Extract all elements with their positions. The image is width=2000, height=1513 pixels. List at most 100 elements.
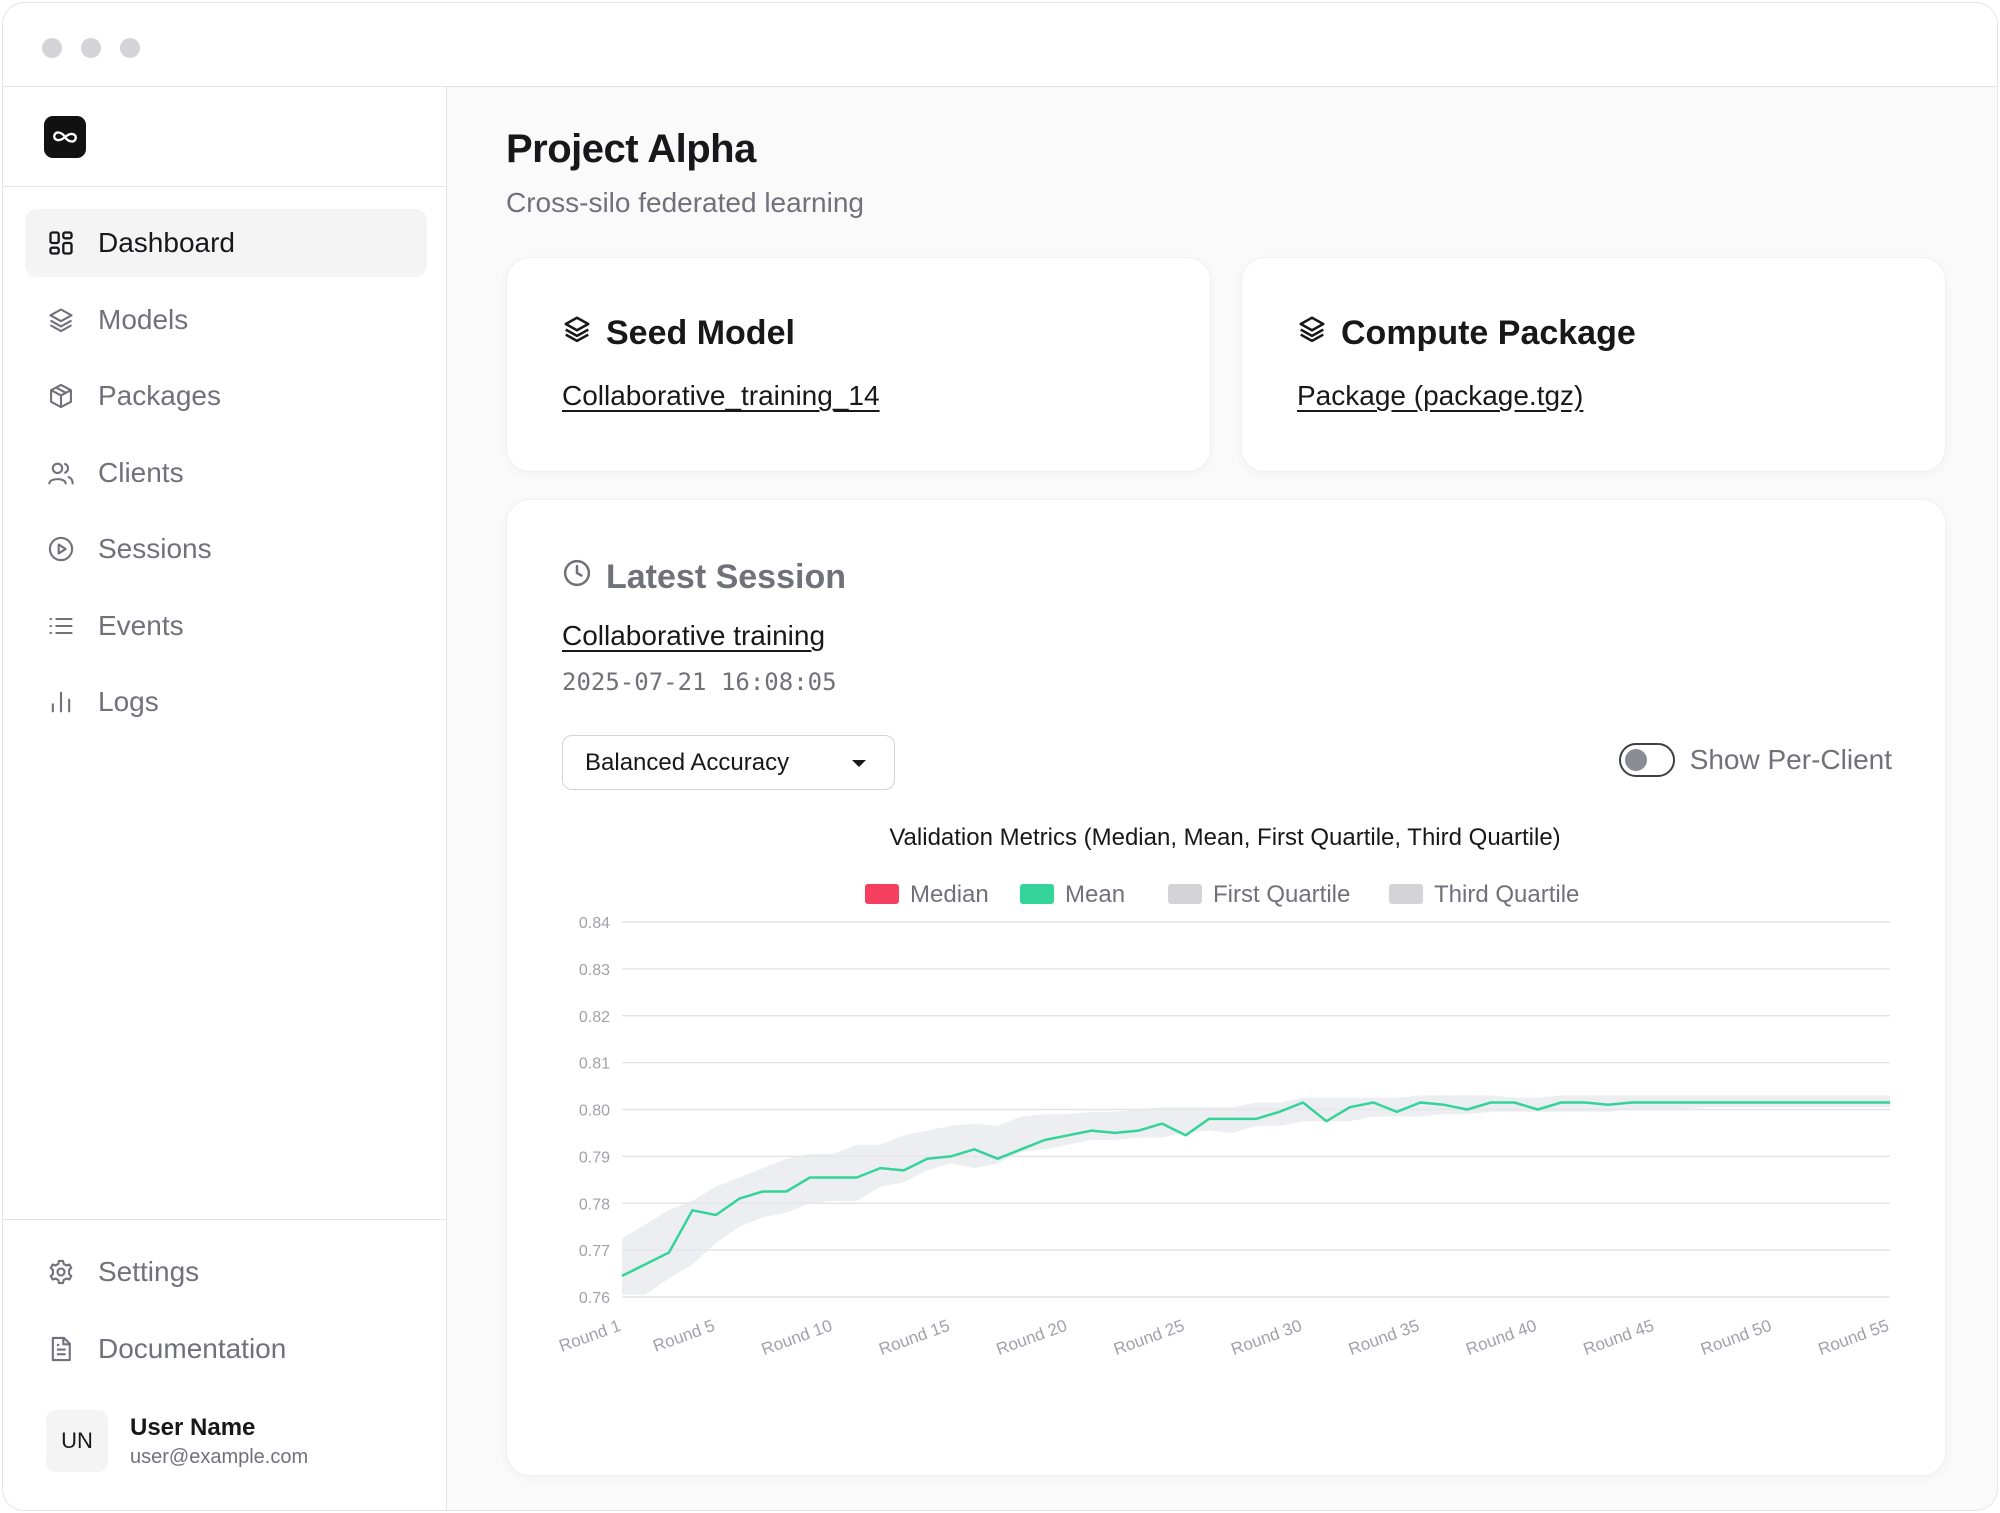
sidebar-item-label: Clients xyxy=(98,456,184,488)
y-tick-label: 0.76 xyxy=(579,1290,610,1307)
user-name: User Name xyxy=(130,1413,256,1441)
infinity-logo-icon[interactable] xyxy=(44,116,86,158)
legend-label: First Quartile xyxy=(1213,881,1350,908)
legend-label: Median xyxy=(910,881,989,908)
y-tick-label: 0.83 xyxy=(579,962,610,979)
main-nav: Dashboard Models Packages Clients xyxy=(25,209,427,745)
sidebar-item-clients[interactable]: Clients xyxy=(25,439,427,507)
seed-model-title: Seed Model xyxy=(606,314,795,352)
page-title: Project Alpha xyxy=(506,127,756,171)
package-icon xyxy=(45,380,77,412)
x-axis-ticks: Round 1 Round 5 Round 10 Round 15 Round 20 Ro… xyxy=(556,1316,1891,1359)
sidebar-item-events[interactable]: Events xyxy=(25,592,427,660)
user-email: user@example.com xyxy=(130,1445,309,1468)
sidebar-item-label: Sessions xyxy=(98,533,212,564)
card-title: Compute Package xyxy=(1297,314,1636,353)
x-tick-label: Round 45 xyxy=(1581,1316,1657,1359)
y-tick-label: 0.79 xyxy=(579,1149,610,1166)
sidebar-item-documentation[interactable]: Documentation xyxy=(25,1315,427,1383)
latest-session-card: Latest Session Collaborative training 20… xyxy=(506,499,1946,1476)
x-tick-label: Round 55 xyxy=(1816,1316,1892,1359)
window-close-button[interactable] xyxy=(42,38,62,58)
sidebar-item-sessions[interactable]: Sessions xyxy=(25,515,427,583)
x-tick-label: Round 40 xyxy=(1463,1316,1539,1359)
layers-icon xyxy=(1297,314,1327,353)
legend-item-first-quartile[interactable]: First Quartile xyxy=(1168,881,1350,908)
window-maximize-button[interactable] xyxy=(120,38,140,58)
user-profile[interactable]: UN User Name user@example.com xyxy=(46,1409,308,1473)
legend-swatch xyxy=(1389,884,1423,904)
card-title: Seed Model xyxy=(562,314,795,353)
chart-lines xyxy=(621,1101,1890,1278)
y-tick-label: 0.80 xyxy=(579,1103,610,1120)
title-bar xyxy=(3,3,1997,87)
legend-swatch xyxy=(1020,884,1054,904)
toggle-knob xyxy=(1624,749,1647,771)
y-tick-label: 0.84 xyxy=(579,915,610,932)
users-icon xyxy=(45,457,77,489)
session-timestamp: 2025-07-21 16:08:05 xyxy=(562,668,837,696)
sidebar-item-label: Dashboard xyxy=(98,227,235,258)
y-tick-label: 0.81 xyxy=(579,1056,610,1073)
x-tick-label: Round 5 xyxy=(650,1316,717,1356)
sidebar: Dashboard Models Packages Clients xyxy=(3,87,447,1510)
legend-item-third-quartile[interactable]: Third Quartile xyxy=(1389,881,1579,908)
per-client-toggle[interactable] xyxy=(1618,743,1675,777)
session-link[interactable]: Collaborative training xyxy=(562,620,826,651)
latest-session-title: Latest Session xyxy=(606,558,846,596)
compute-package-title: Compute Package xyxy=(1341,314,1636,352)
sidebar-item-settings[interactable]: Settings xyxy=(25,1238,427,1306)
y-tick-label: 0.77 xyxy=(579,1243,610,1260)
window-minimize-button[interactable] xyxy=(81,38,101,58)
x-tick-label: Round 20 xyxy=(994,1316,1070,1359)
document-icon xyxy=(45,1333,77,1365)
sidebar-item-models[interactable]: Models xyxy=(25,286,427,354)
y-tick-label: 0.82 xyxy=(579,1009,610,1026)
y-tick-label: 0.78 xyxy=(579,1196,610,1213)
seed-model-link[interactable]: Collaborative_training_14 xyxy=(562,380,880,411)
validation-metrics-chart: Validation Metrics (Median, Mean, First … xyxy=(556,824,1891,1359)
avatar: UN xyxy=(46,1410,108,1472)
x-tick-label: Round 15 xyxy=(876,1316,952,1359)
sidebar-item-label: Packages xyxy=(98,380,221,411)
sidebar-item-logs[interactable]: Logs xyxy=(25,668,427,736)
user-info: User Name user@example.com xyxy=(130,1414,308,1469)
legend-item-median[interactable]: Median xyxy=(865,881,989,908)
per-client-toggle-group: Show Per-Client xyxy=(1618,743,1892,777)
clock-icon xyxy=(562,558,592,597)
x-tick-label: Round 1 xyxy=(556,1316,623,1356)
compute-package-link[interactable]: Package (package.tgz) xyxy=(1297,380,1584,411)
metric-select[interactable]: Balanced Accuracy xyxy=(562,735,895,790)
x-tick-label: Round 35 xyxy=(1346,1316,1422,1359)
legend-swatch xyxy=(1168,884,1202,904)
sidebar-item-label: Models xyxy=(98,303,189,335)
x-tick-label: Round 50 xyxy=(1698,1316,1774,1359)
legend-item-mean[interactable]: Mean xyxy=(1020,881,1125,908)
x-tick-label: Round 25 xyxy=(1111,1316,1187,1359)
card-title: Latest Session xyxy=(562,558,846,597)
logo-area xyxy=(3,87,446,187)
caret-down-icon xyxy=(852,760,866,767)
layers-icon xyxy=(45,304,77,336)
legend-swatch xyxy=(865,884,899,904)
chart-legend: Median Mean First Quartile Third Quartile xyxy=(865,881,1579,908)
legend-label: Mean xyxy=(1065,881,1125,908)
chart-title: Validation Metrics (Median, Mean, First … xyxy=(889,824,1560,851)
mean-line xyxy=(621,1101,1890,1278)
main-content: Project Alpha Cross-silo federated learn… xyxy=(447,87,1997,1510)
seed-model-card: Seed Model Collaborative_training_14 xyxy=(506,257,1211,472)
sidebar-item-label: Logs xyxy=(98,686,159,717)
footer-nav: Settings Documentation xyxy=(25,1238,427,1391)
bar-chart-icon xyxy=(45,686,77,718)
quartile-band xyxy=(622,1095,1890,1295)
sidebar-item-label: Settings xyxy=(98,1256,200,1287)
sidebar-item-packages[interactable]: Packages xyxy=(25,362,427,430)
play-circle-icon xyxy=(45,533,77,565)
per-client-toggle-label: Show Per-Client xyxy=(1689,744,1892,775)
quartile-band-area xyxy=(622,1095,1890,1295)
y-axis-ticks: 0.84 0.83 0.82 0.81 0.80 0.79 0.78 0.77 0.76 xyxy=(579,915,610,1307)
legend-label: Third Quartile xyxy=(1434,881,1579,908)
dashboard-icon xyxy=(45,227,77,259)
metric-select-value: Balanced Accuracy xyxy=(585,748,790,776)
sidebar-item-dashboard[interactable]: Dashboard xyxy=(25,209,427,277)
